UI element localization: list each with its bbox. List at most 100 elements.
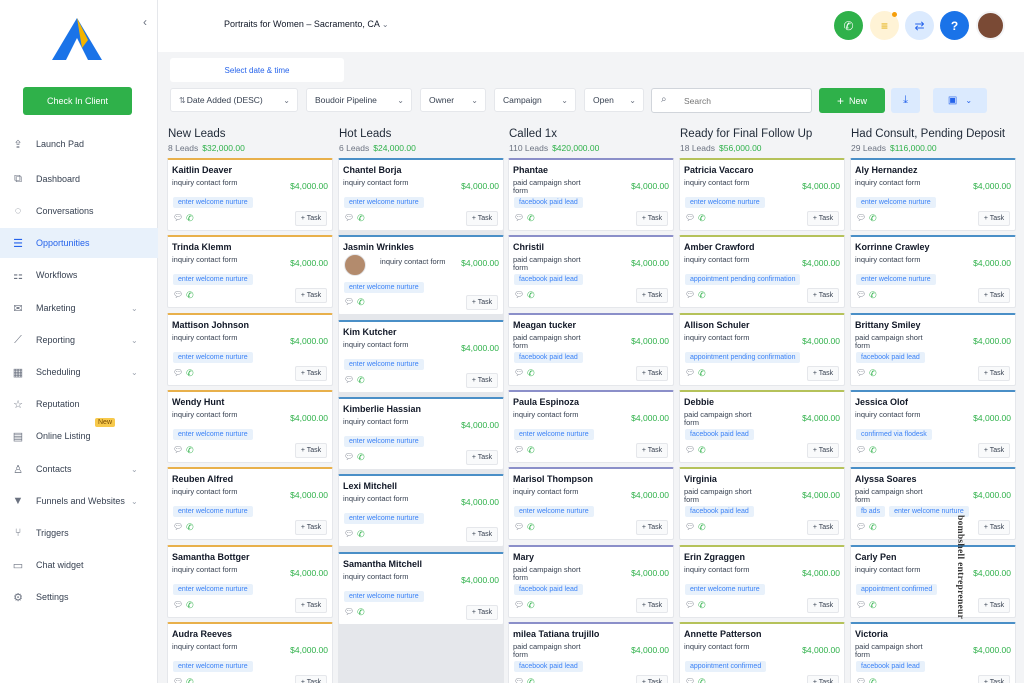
phone-icon[interactable]: ✆ xyxy=(698,290,706,301)
sidebar-item-opportunities[interactable]: ☰ Opportunities xyxy=(0,228,158,258)
opportunity-card[interactable]: Christil paid campaign short form $4,000.0… xyxy=(508,235,674,309)
message-icon[interactable]: 💬︎ xyxy=(344,451,355,461)
add-task-button[interactable]: + Task xyxy=(636,674,668,683)
opportunity-card[interactable]: Kaitlin Deaver inquiry contact form $4,000… xyxy=(167,158,333,231)
message-icon[interactable]: 💬︎ xyxy=(685,213,696,222)
add-task-button[interactable]: + Task xyxy=(295,365,327,381)
switch-button[interactable]: ⇄ xyxy=(905,11,934,40)
contact-name[interactable]: Trinda Klemm xyxy=(172,242,232,253)
add-task-button[interactable]: + Task xyxy=(636,365,668,381)
contact-name[interactable]: Korrinne Crawley xyxy=(855,242,930,253)
opportunity-card[interactable]: Alyssa Soares paid campaign short form $4,… xyxy=(850,467,1016,541)
message-icon[interactable]: 💬︎ xyxy=(856,213,867,222)
add-task-button[interactable]: + Task xyxy=(807,442,839,458)
add-task-button[interactable]: + Task xyxy=(466,449,498,465)
phone-icon[interactable]: ✆ xyxy=(869,444,877,455)
opportunity-card[interactable]: Marisol Thompson inquiry contact form $4,0… xyxy=(508,467,674,541)
phone-icon[interactable]: ✆ xyxy=(527,367,535,378)
opportunity-card[interactable]: Jasmin Wrinkles inquiry contact form $4,00… xyxy=(338,235,504,316)
contact-name[interactable]: Carly Pen xyxy=(855,551,897,562)
contact-name[interactable]: Patricia Vaccaro xyxy=(684,165,754,175)
opportunity-card[interactable]: Jessica Olof inquiry contact form $4,000.0… xyxy=(850,389,1016,463)
user-avatar[interactable] xyxy=(976,11,1005,40)
collapse-sidebar-icon[interactable]: ‹ xyxy=(143,15,147,29)
sidebar-item-workflows[interactable]: ⚏ Workflows xyxy=(0,260,158,290)
owner-dropdown[interactable]: Owner ⌄ xyxy=(420,88,486,112)
message-icon[interactable]: 💬︎ xyxy=(514,522,525,532)
phone-icon[interactable]: ✆ xyxy=(869,213,877,223)
add-task-button[interactable]: + Task xyxy=(636,288,668,304)
message-icon[interactable]: 💬︎ xyxy=(856,367,867,377)
add-task-button[interactable]: + Task xyxy=(295,211,327,226)
message-icon[interactable]: 💬︎ xyxy=(514,444,525,454)
opportunity-card[interactable]: Wendy Hunt inquiry contact form $4,000.00 e… xyxy=(167,389,333,463)
message-icon[interactable]: 💬︎ xyxy=(685,290,696,300)
add-task-button[interactable]: + Task xyxy=(978,288,1010,304)
phone-icon[interactable]: ✆ xyxy=(527,444,535,455)
add-task-button[interactable]: + Task xyxy=(807,520,839,536)
opportunity-card[interactable]: Reuben Alfred inquiry contact form $4,000.… xyxy=(167,467,333,541)
add-task-button[interactable]: + Task xyxy=(978,520,1010,536)
contact-name[interactable]: milea Tatiana trujillo xyxy=(513,628,600,639)
select-date-link[interactable]: Select date & time xyxy=(170,58,344,82)
contact-name[interactable]: Jessica Olof xyxy=(855,396,909,407)
add-task-button[interactable]: + Task xyxy=(807,211,839,226)
message-icon[interactable]: 💬︎ xyxy=(514,599,525,609)
add-task-button[interactable]: + Task xyxy=(636,520,668,536)
phone-icon[interactable]: ✆ xyxy=(869,676,877,683)
phone-icon[interactable]: ✆ xyxy=(869,367,877,378)
add-task-button[interactable]: + Task xyxy=(295,597,327,613)
contact-name[interactable]: Chantel Borja xyxy=(343,165,402,175)
phone-icon[interactable]: ✆ xyxy=(869,599,877,610)
opportunity-card[interactable]: Kim Kutcher inquiry contact form $4,000.00… xyxy=(338,319,504,393)
opportunity-card[interactable]: Victoria paid campaign short form $4,000.0… xyxy=(850,621,1016,683)
campaign-dropdown[interactable]: Campaign ⌄ xyxy=(494,88,576,112)
add-task-button[interactable]: + Task xyxy=(807,288,839,304)
phone-icon[interactable]: ✆ xyxy=(527,599,535,610)
phone-icon[interactable]: ✆ xyxy=(869,290,877,301)
message-icon[interactable]: 💬︎ xyxy=(173,444,184,454)
contact-name[interactable]: Virginia xyxy=(684,474,717,485)
opportunity-card[interactable]: Samantha Mitchell inquiry contact form $4,… xyxy=(338,551,504,625)
opportunity-card[interactable]: milea Tatiana trujillo paid campaign shor… xyxy=(508,621,674,683)
phone-icon[interactable]: ✆ xyxy=(357,529,365,540)
message-icon[interactable]: 💬︎ xyxy=(173,213,184,222)
message-icon[interactable]: 💬︎ xyxy=(173,599,184,609)
phone-icon[interactable]: ✆ xyxy=(186,522,194,533)
contact-name[interactable]: Allison Schuler xyxy=(684,319,750,330)
add-task-button[interactable]: + Task xyxy=(466,372,498,388)
message-icon[interactable]: 💬︎ xyxy=(685,444,696,454)
contact-name[interactable]: Marisol Thompson xyxy=(513,474,594,485)
sort-date-dropdown[interactable]: ⇅ Date Added (DESC) ⌄ xyxy=(170,88,298,112)
phone-icon[interactable]: ✆ xyxy=(698,444,706,455)
sidebar-item-chat-widget[interactable]: ▭ Chat widget xyxy=(0,550,158,580)
phone-icon[interactable]: ✆ xyxy=(698,367,706,378)
check-in-client-button[interactable]: Check In Client xyxy=(23,87,132,115)
add-task-button[interactable]: + Task xyxy=(466,295,498,311)
opportunity-card[interactable]: Mattison Johnson inquiry contact form $4,0… xyxy=(167,312,333,386)
contact-name[interactable]: Mattison Johnson xyxy=(172,319,249,330)
message-icon[interactable]: 💬︎ xyxy=(173,290,184,300)
contact-name[interactable]: Christil xyxy=(513,242,545,253)
contact-name[interactable]: Kimberlie Hassian xyxy=(343,403,422,414)
phone-icon[interactable]: ✆ xyxy=(527,522,535,533)
message-icon[interactable]: 💬︎ xyxy=(514,290,525,300)
sidebar-item-dashboard[interactable]: ⧉ Dashboard xyxy=(0,164,158,194)
phone-icon[interactable]: ✆ xyxy=(186,213,194,223)
contact-name[interactable]: Wendy Hunt xyxy=(172,396,225,407)
contact-name[interactable]: Reuben Alfred xyxy=(172,474,234,485)
add-task-button[interactable]: + Task xyxy=(295,442,327,458)
add-task-button[interactable]: + Task xyxy=(978,365,1010,381)
opportunity-card[interactable]: Audra Reeves inquiry contact form $4,000.0… xyxy=(167,621,333,683)
contact-name[interactable]: Debbie xyxy=(684,396,715,407)
message-icon[interactable]: 💬︎ xyxy=(514,676,525,683)
status-dropdown[interactable]: Open ⌄ xyxy=(584,88,644,112)
add-task-button[interactable]: + Task xyxy=(807,365,839,381)
contact-name[interactable]: Jasmin Wrinkles xyxy=(343,242,414,253)
add-task-button[interactable]: + Task xyxy=(295,520,327,536)
sidebar-item-triggers[interactable]: ⑂ Triggers xyxy=(0,518,158,548)
message-icon[interactable]: 💬︎ xyxy=(173,367,184,377)
phone-icon[interactable]: ✆ xyxy=(698,213,706,223)
sidebar-item-scheduling[interactable]: ▦ Scheduling ⌄ xyxy=(0,357,158,387)
message-icon[interactable]: 💬︎ xyxy=(514,367,525,377)
